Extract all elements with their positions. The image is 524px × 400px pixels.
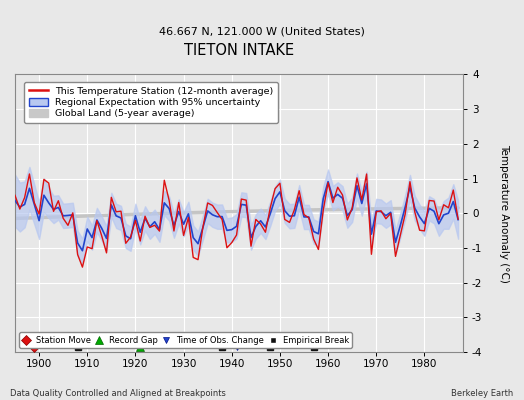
Y-axis label: Temperature Anomaly (°C): Temperature Anomaly (°C) (499, 144, 509, 283)
Legend: Station Move, Record Gap, Time of Obs. Change, Empirical Break: Station Move, Record Gap, Time of Obs. C… (19, 332, 352, 348)
Text: Berkeley Earth: Berkeley Earth (451, 389, 514, 398)
Title: TIETON INTAKE: TIETON INTAKE (184, 43, 294, 58)
Text: 46.667 N, 121.000 W (United States): 46.667 N, 121.000 W (United States) (159, 26, 365, 36)
Text: Data Quality Controlled and Aligned at Breakpoints: Data Quality Controlled and Aligned at B… (10, 389, 226, 398)
